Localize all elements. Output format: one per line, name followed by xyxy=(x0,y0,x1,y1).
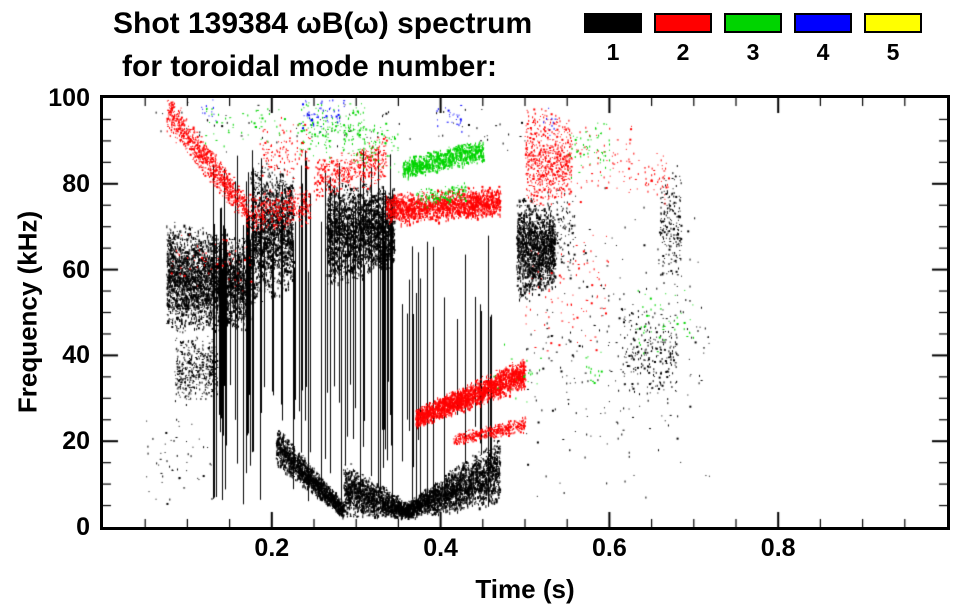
x-tick-label-0.4: 0.4 xyxy=(423,534,458,562)
legend-swatch-mode-4 xyxy=(794,13,852,33)
y-tick-label-40: 40 xyxy=(62,341,90,370)
legend-swatch-mode-1 xyxy=(584,13,642,33)
legend-item-mode-1: 1 xyxy=(581,13,645,64)
legend-label-mode-1: 1 xyxy=(606,39,620,65)
legend-swatch-mode-5 xyxy=(864,13,922,33)
legend-swatch-mode-2 xyxy=(654,13,712,33)
legend-label-mode-4: 4 xyxy=(816,39,830,65)
y-tick-label-0: 0 xyxy=(76,513,90,541)
plot-subtitle: for toroidal mode number: xyxy=(122,50,497,83)
x-tick-label-0.6: 0.6 xyxy=(592,534,627,562)
spectrogram-canvas xyxy=(103,98,947,527)
legend-swatch-mode-3 xyxy=(724,13,782,33)
plot-title: Shot 139384 ωB(ω) spectrum xyxy=(113,7,533,40)
plot-area xyxy=(100,95,950,530)
mode-legend: 1 2 3 4 5 xyxy=(581,13,925,64)
y-tick-label-80: 80 xyxy=(62,169,90,198)
legend-label-mode-3: 3 xyxy=(746,39,760,65)
y-tick-label-100: 100 xyxy=(48,84,90,112)
legend-item-mode-2: 2 xyxy=(651,13,715,64)
legend-label-mode-2: 2 xyxy=(676,39,690,65)
y-axis-label: Frequency (kHz) xyxy=(12,210,43,414)
y-tick-label-60: 60 xyxy=(62,255,90,284)
x-tick-label-0.8: 0.8 xyxy=(760,534,796,562)
legend-item-mode-3: 3 xyxy=(721,13,785,64)
x-tick-label-0.2: 0.2 xyxy=(254,534,290,562)
y-tick-label-20: 20 xyxy=(62,427,90,456)
x-axis-label: Time (s) xyxy=(475,574,575,604)
legend-item-mode-5: 5 xyxy=(861,13,925,64)
legend-item-mode-4: 4 xyxy=(791,13,855,64)
legend-label-mode-5: 5 xyxy=(886,39,900,65)
